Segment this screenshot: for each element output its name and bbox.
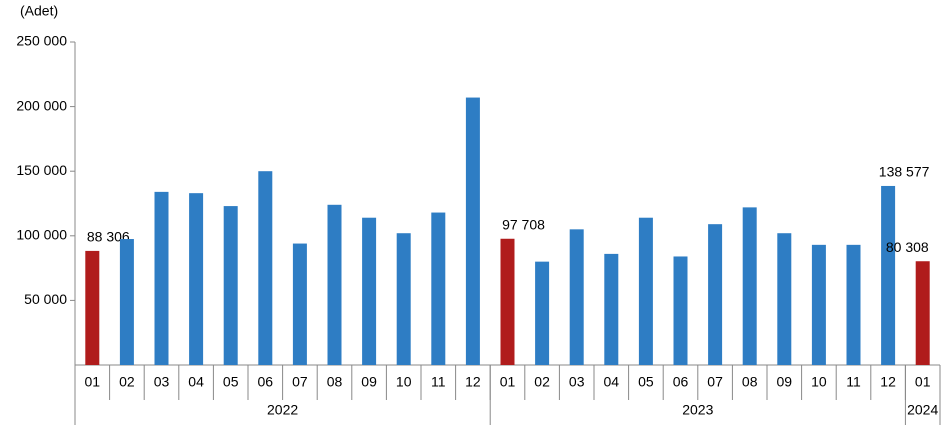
group-label: 2023 <box>682 402 713 418</box>
bar <box>223 206 238 365</box>
x-tick-label: 10 <box>396 374 412 390</box>
x-tick-label: 01 <box>85 374 101 390</box>
y-tick-label: 50 000 <box>24 291 67 307</box>
x-tick-label: 03 <box>154 374 170 390</box>
x-tick-label: 10 <box>811 374 827 390</box>
bar <box>465 97 480 365</box>
group-label: 2024 <box>907 402 938 418</box>
bar <box>500 238 515 365</box>
bar <box>327 204 342 365</box>
x-tick-label: 08 <box>742 374 758 390</box>
y-tick-label: 250 000 <box>16 33 67 49</box>
value-label: 138 577 <box>879 164 930 180</box>
value-label: 80 308 <box>886 239 929 255</box>
x-tick-label: 12 <box>465 374 481 390</box>
bar <box>85 250 100 365</box>
x-tick-label: 01 <box>915 374 931 390</box>
y-tick-label: 200 000 <box>16 97 67 113</box>
x-tick-label: 06 <box>258 374 274 390</box>
bar <box>811 244 826 365</box>
bar <box>154 191 169 365</box>
bar <box>742 207 757 365</box>
bar <box>673 256 688 365</box>
bar <box>258 171 273 365</box>
x-tick-label: 11 <box>846 374 861 390</box>
bar <box>362 217 377 365</box>
value-label: 88 306 <box>87 229 130 245</box>
x-tick-label: 04 <box>188 374 204 390</box>
x-tick-label: 09 <box>777 374 793 390</box>
x-tick-label: 11 <box>431 374 446 390</box>
x-tick-label: 05 <box>638 374 654 390</box>
bar <box>777 233 792 365</box>
bar <box>396 233 411 365</box>
x-tick-label: 03 <box>569 374 585 390</box>
y-axis-label: (Adet) <box>20 3 58 19</box>
x-tick-label: 07 <box>707 374 723 390</box>
x-tick-label: 02 <box>534 374 550 390</box>
bar <box>708 224 723 365</box>
x-tick-label: 02 <box>119 374 135 390</box>
bar <box>881 185 896 365</box>
x-tick-label: 08 <box>327 374 343 390</box>
x-tick-label: 07 <box>292 374 308 390</box>
y-tick-label: 150 000 <box>16 162 67 178</box>
bar <box>638 217 653 365</box>
bar <box>535 261 550 365</box>
bar <box>119 239 134 365</box>
bar <box>915 261 930 365</box>
x-tick-label: 05 <box>223 374 239 390</box>
x-tick-label: 06 <box>673 374 689 390</box>
bar <box>569 229 584 365</box>
x-tick-label: 09 <box>361 374 377 390</box>
y-tick-label: 100 000 <box>16 227 67 243</box>
bar <box>431 212 446 365</box>
x-tick-label: 01 <box>500 374 516 390</box>
bar <box>604 253 619 365</box>
bar <box>292 243 307 365</box>
bar <box>846 244 861 365</box>
value-label: 97 708 <box>502 216 545 232</box>
bar <box>189 193 204 365</box>
group-label: 2022 <box>267 402 298 418</box>
x-tick-label: 04 <box>604 374 620 390</box>
x-tick-label: 12 <box>880 374 896 390</box>
